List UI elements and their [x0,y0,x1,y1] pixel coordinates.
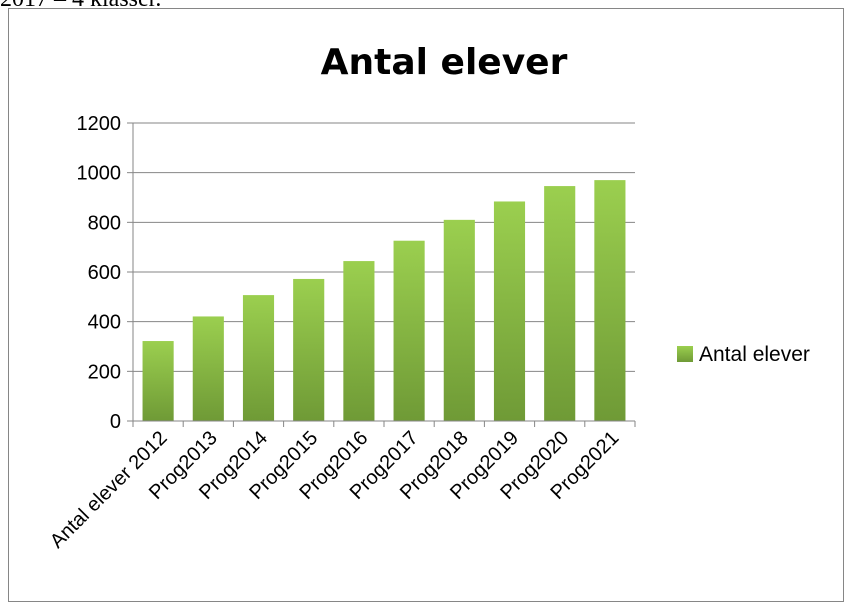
y-tick-label: 200 [88,361,121,383]
legend-label: Antal elever [699,343,810,366]
bars [142,180,626,421]
x-axis-tick-labels: Antal elever 2012Prog2013Prog2014Prog201… [46,427,623,553]
bar [393,240,425,421]
y-tick-label: 400 [88,312,121,334]
bar [192,316,224,421]
bar-chart: Antal elever 0 200 400 600 800 1000 1200 Antal… [46,42,810,553]
y-tick-label: 0 [110,411,121,433]
bar [443,219,475,421]
bar [544,186,576,421]
bar [142,341,174,421]
bar [594,180,626,421]
y-tick-label: 600 [88,262,121,284]
bar [343,261,375,421]
chart-title: Antal elever [321,42,568,83]
y-tick-label: 800 [88,212,121,234]
legend: Antal elever [677,343,810,366]
y-tick-label: 1000 [77,163,122,185]
legend-swatch [677,346,693,362]
bar [493,201,526,421]
chart-frame: Antal elever 0 200 400 600 800 1000 1200 Antal… [8,8,844,602]
y-axis-tick-labels: 0 200 400 600 800 1000 1200 [77,113,122,433]
y-tick-label: 1200 [77,113,122,135]
bar [293,278,325,421]
bar [242,295,275,421]
axes [132,123,636,427]
